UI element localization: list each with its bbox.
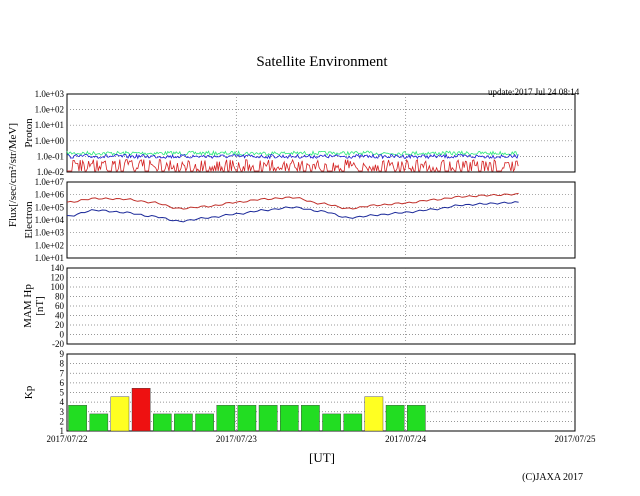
- y-tick-label: 1.0e+03: [35, 89, 65, 99]
- y-tick-label: 1: [60, 426, 65, 436]
- kp-bar: [174, 413, 193, 432]
- kp-bar: [216, 405, 236, 432]
- y-tick-label: 4: [60, 397, 65, 407]
- kp-bar: [68, 405, 87, 432]
- kp-bar: [195, 413, 214, 432]
- y-tick-label: 1.0e+00: [35, 136, 65, 146]
- proton-series-line-3: [67, 158, 519, 173]
- flux-unit-label: Flux[/sec/cm²/str/MeV]: [7, 123, 19, 227]
- kp-bar: [131, 388, 151, 432]
- y-tick-label: 2: [60, 416, 65, 426]
- update-timestamp: update:2017 Jul 24 08:14: [488, 87, 580, 97]
- kp-bar: [301, 405, 320, 432]
- kp-bar: [385, 405, 405, 432]
- y-tick-label: 100: [51, 282, 65, 292]
- y-tick-label: 80: [55, 292, 65, 302]
- y-tick-label: 1.0e+02: [35, 105, 64, 115]
- kp-bar: [364, 396, 384, 432]
- y-tick-label: 1.0e-01: [37, 151, 64, 161]
- y-tick-label: 1.0e+04: [35, 215, 65, 225]
- kp-bar: [89, 413, 109, 432]
- y-tick-label: 20: [55, 320, 65, 330]
- y-tick-label: 140: [51, 263, 65, 273]
- panel-frame-electron: [66, 181, 576, 259]
- y-tick-label: 120: [51, 273, 65, 283]
- y-tick-label: -20: [52, 339, 64, 349]
- x-tick-label: 2017/07/23: [216, 434, 258, 444]
- y-axis-label-kp: Kp: [23, 385, 35, 399]
- y-tick-label: 3: [60, 407, 65, 417]
- x-tick-label: 2017/07/22: [46, 434, 87, 444]
- y-tick-label: 7: [60, 368, 65, 378]
- y-tick-label: 1.0e+05: [35, 202, 65, 212]
- panel-frame-proton: [66, 93, 576, 173]
- y-tick-label: 60: [55, 301, 65, 311]
- y-axis-label-proton: Proton: [23, 118, 35, 148]
- kp-bar: [322, 413, 341, 432]
- chart-panels: 1.0e+03 1.0e+02 1.0e+01 1.0e+00 1.0e-01 1.0e-…: [22, 89, 596, 444]
- y-tick-label: 1.0e-02: [37, 167, 64, 177]
- proton-series-line-1: [66, 150, 519, 157]
- kp-bar: [110, 396, 130, 432]
- y-tick-label: 1.0e+07: [35, 177, 65, 187]
- y-axis-label-mam: MAM Hp: [22, 284, 34, 328]
- panel-frame-mam: [66, 267, 576, 345]
- kp-bar: [237, 405, 257, 432]
- y-tick-label: 5: [60, 388, 65, 398]
- proton-series-line-2: [66, 153, 519, 160]
- y-tick-label: 1.0e+06: [35, 190, 65, 200]
- kp-bar: [152, 413, 172, 432]
- y-tick-label: 1.0e+02: [35, 240, 64, 250]
- y-tick-label: 9: [60, 349, 65, 359]
- y-tick-label: 0: [60, 330, 65, 340]
- kp-bar: [280, 405, 299, 432]
- copyright-text: (C)JAXA 2017: [522, 472, 583, 483]
- y-tick-label: 8: [60, 359, 65, 369]
- x-axis-label: [UT]: [309, 450, 335, 465]
- y-tick-label: 1.0e+03: [35, 228, 65, 238]
- x-tick-label: 2017/07/25: [554, 434, 596, 444]
- y-axis-unit-mam: [nT]: [34, 296, 46, 316]
- y-tick-label: 1.0e+01: [35, 120, 64, 130]
- electron-series-line-2: [66, 201, 519, 223]
- x-tick-label: 2017/07/24: [385, 434, 427, 444]
- y-tick-label: 40: [55, 311, 65, 321]
- y-tick-label: 6: [60, 378, 65, 388]
- kp-bar: [343, 413, 363, 432]
- y-tick-label: 1.0e+01: [35, 253, 64, 263]
- kp-bar: [258, 405, 278, 432]
- electron-series-line-1: [66, 192, 519, 210]
- figure-title: Satellite Environment: [256, 54, 388, 70]
- kp-bar: [407, 405, 426, 432]
- y-axis-label-electron: Electron: [23, 201, 35, 239]
